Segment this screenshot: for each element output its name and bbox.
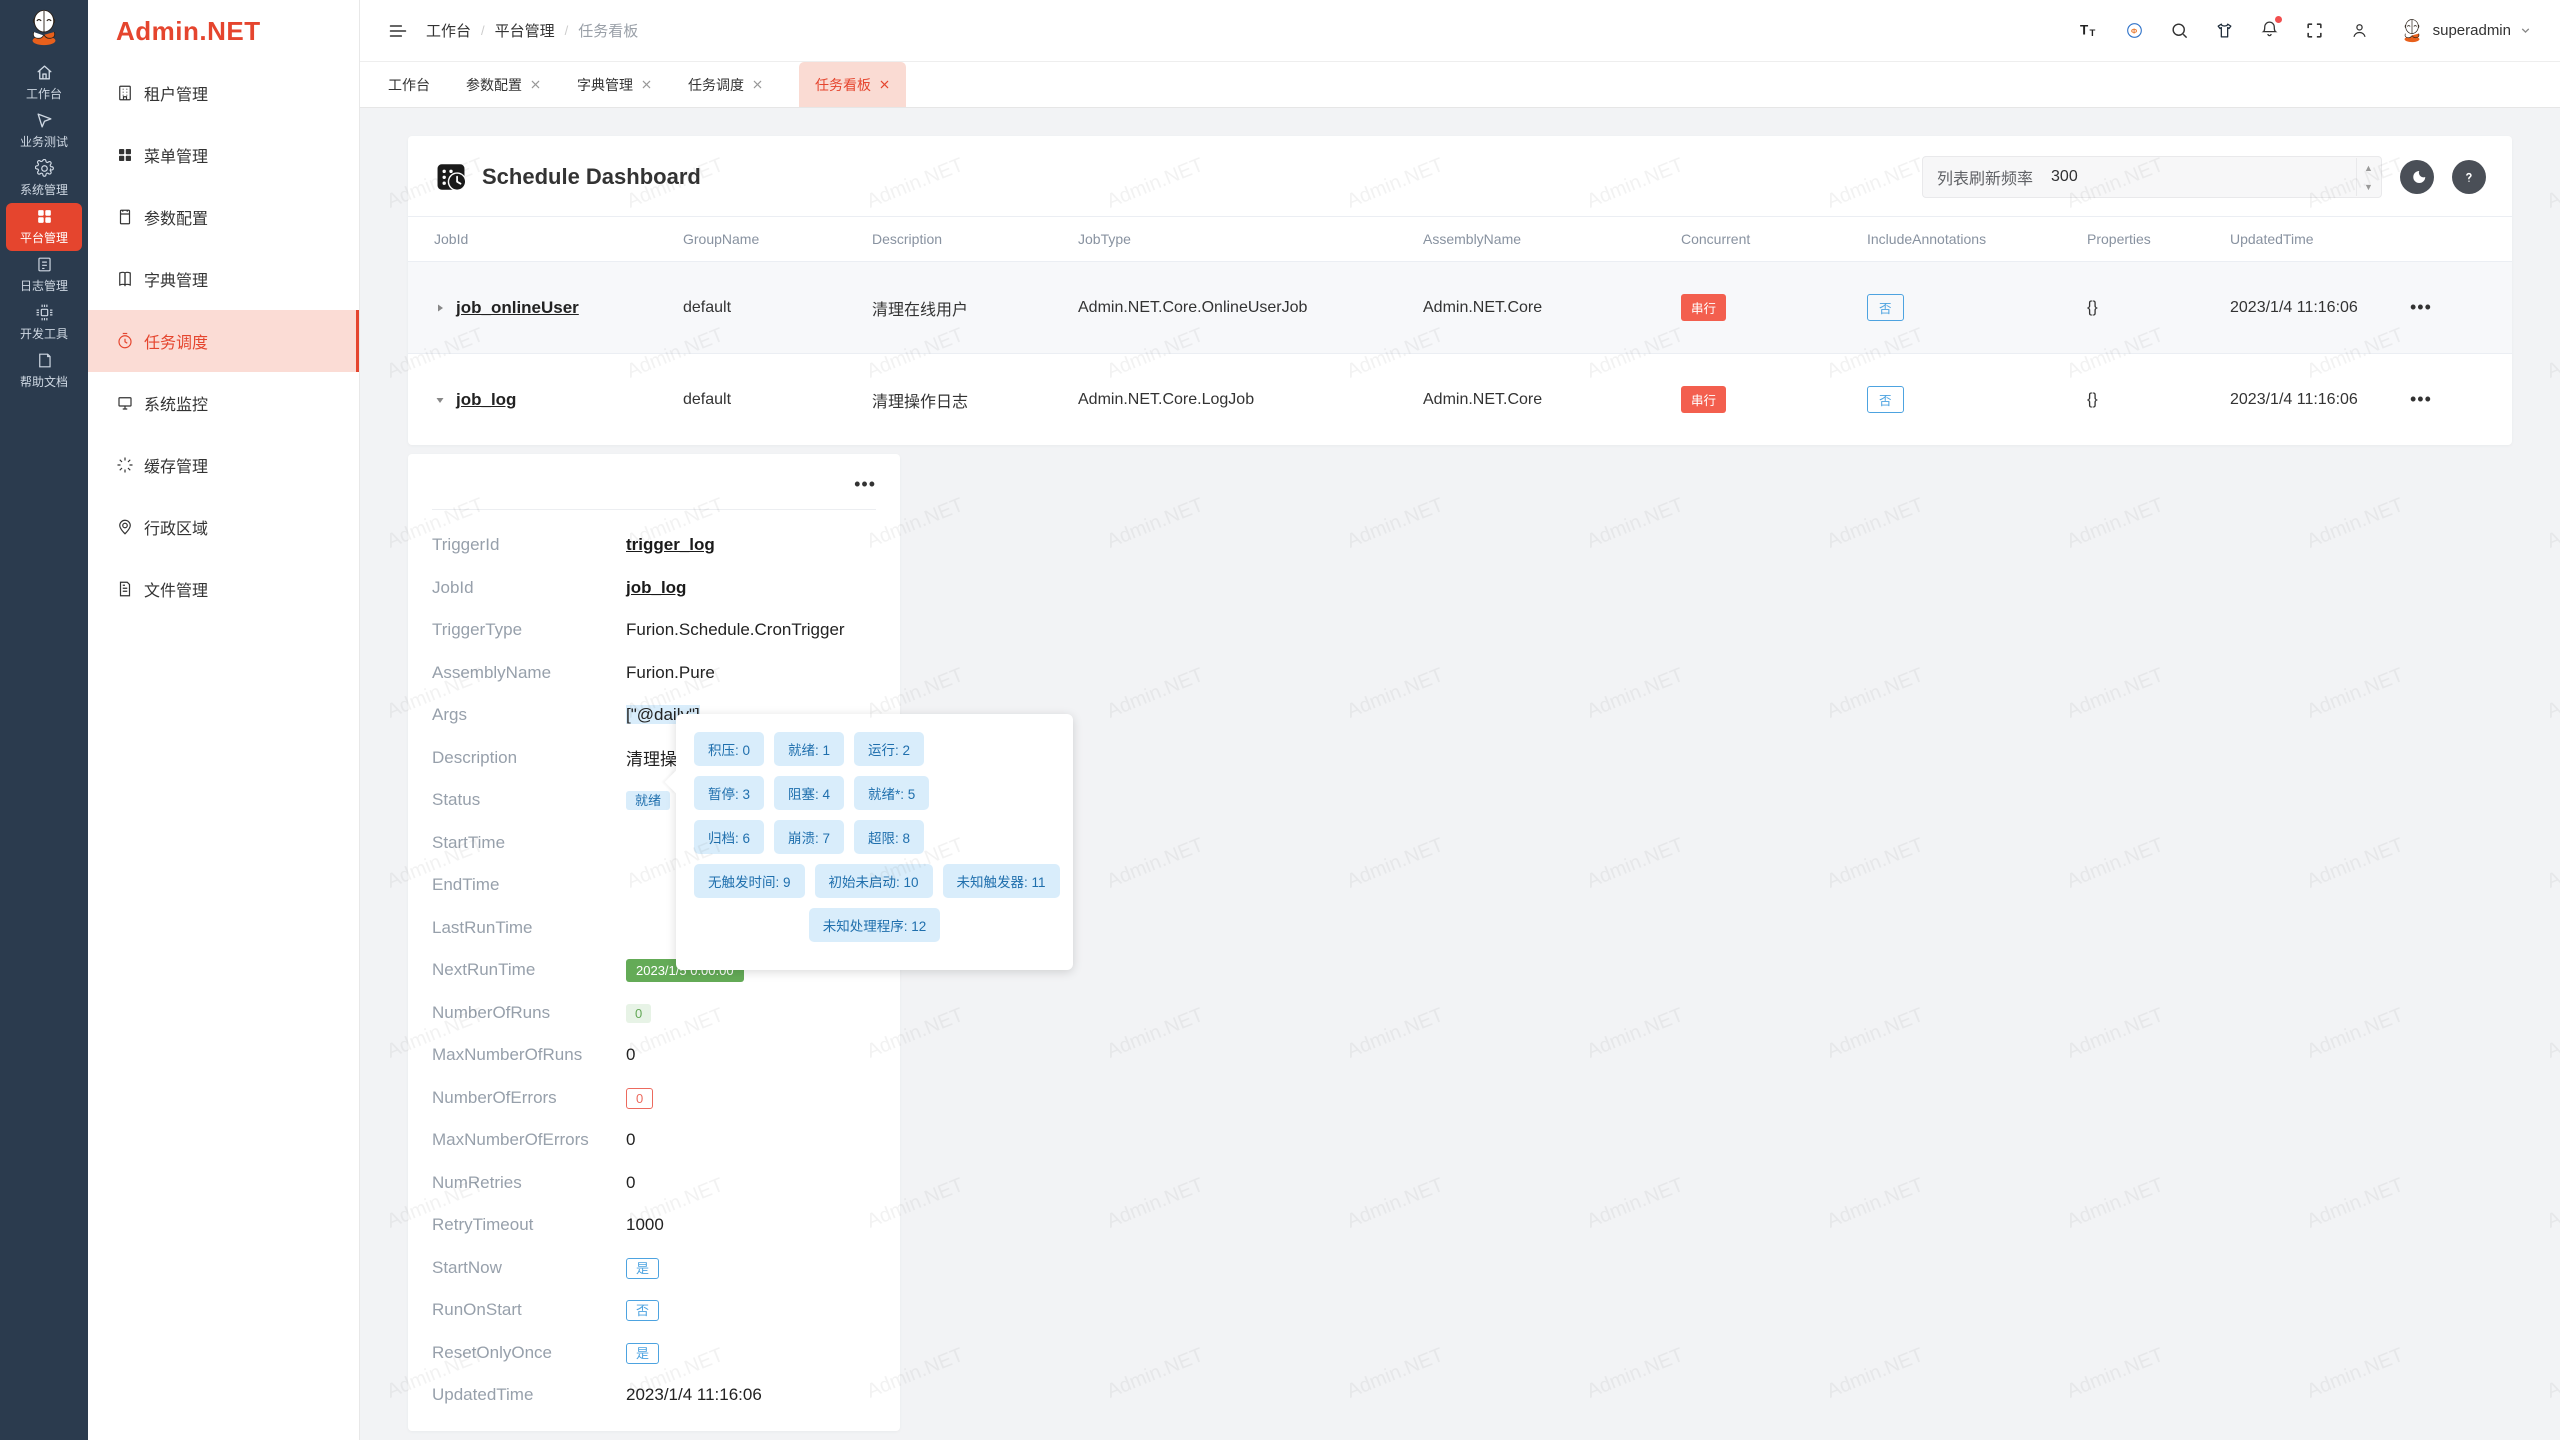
- svg-text:T: T: [2080, 22, 2089, 37]
- svg-text:T: T: [2089, 28, 2095, 39]
- svg-text:Φ: Φ: [2131, 26, 2137, 35]
